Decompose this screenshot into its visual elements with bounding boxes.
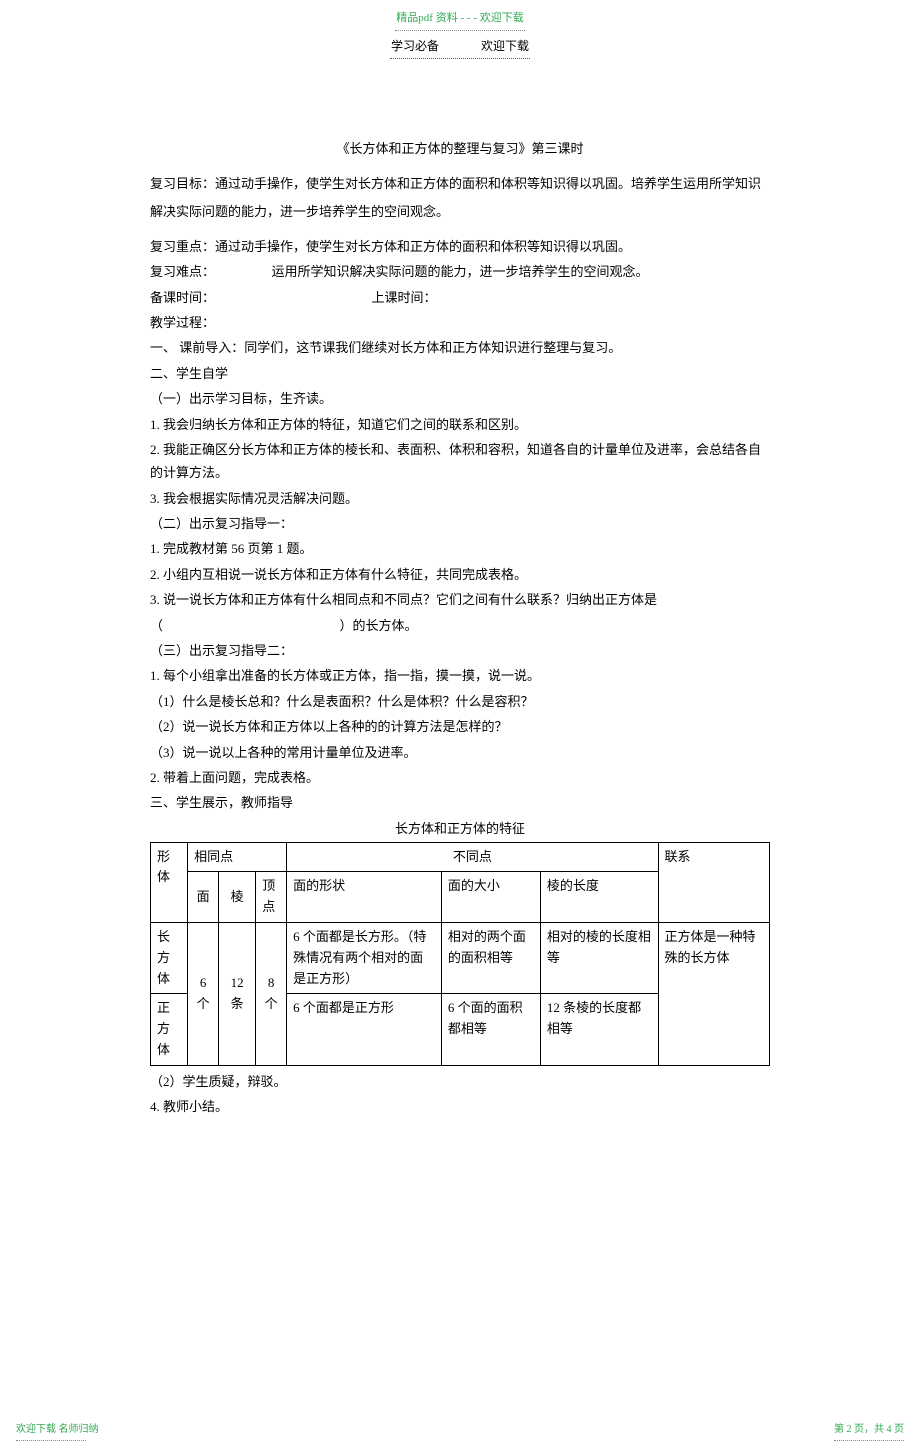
cell-cube-edge-len: 12 条棱的长度都相等 bbox=[540, 994, 658, 1065]
cell-link-text: 正方体是一种特殊的长方体 bbox=[658, 922, 769, 1065]
section-3: 三、学生展示，教师指导 bbox=[150, 791, 770, 814]
fill-close: ）的长方体。 bbox=[340, 618, 418, 633]
cell-cuboid-name: 长方体 bbox=[151, 922, 188, 993]
item-2b3-line1: 3. 说一说长方体和正方体有什么相同点和不同点？它们之间有什么联系？归纳出正方体… bbox=[150, 588, 770, 611]
item-2c1c: （3）说一说以上各种的常用计量单位及进率。 bbox=[150, 741, 770, 764]
cell-shared-edges: 12 条 bbox=[219, 922, 256, 1065]
post-table-2: 4. 教师小结。 bbox=[150, 1095, 770, 1118]
process-label: 教学过程： bbox=[150, 311, 770, 334]
item-2a3: 3. 我会根据实际情况灵活解决问题。 bbox=[150, 487, 770, 510]
cell-shared-vertices: 8 个 bbox=[256, 922, 287, 1065]
th-face: 面 bbox=[188, 872, 219, 923]
difficulty-label: 复习难点： bbox=[150, 264, 215, 279]
footer-right-dots bbox=[834, 1440, 904, 1441]
item-2a2: 2. 我能正确区分长方体和正方体的棱长和、表面积、体积和容积，知道各自的计量单位… bbox=[150, 438, 770, 485]
footer-right-text: 第 2 页，共 4 页 bbox=[834, 1422, 904, 1438]
section-2c: （三）出示复习指导二： bbox=[150, 639, 770, 662]
cell-cube-face-shape: 6 个面都是正方形 bbox=[287, 994, 442, 1065]
table-header-row-1: 形体 相同点 不同点 联系 bbox=[151, 842, 770, 872]
footer-right: 第 2 页，共 4 页 bbox=[834, 1422, 904, 1441]
section-2: 二、学生自学 bbox=[150, 362, 770, 385]
th-face-shape: 面的形状 bbox=[287, 872, 442, 923]
page-header: 学习必备 欢迎下载 bbox=[150, 37, 770, 56]
cell-cube-name: 正方体 bbox=[151, 994, 188, 1065]
item-2b3-line2: （ ）的长方体。 bbox=[150, 614, 770, 637]
section-2b: （二）出示复习指导一： bbox=[150, 512, 770, 535]
document-page: 精品pdf 资料 - - - 欢迎下载 学习必备 欢迎下载 《长方体和正方体的整… bbox=[0, 0, 920, 1151]
time-line: 备课时间： 上课时间： bbox=[150, 286, 770, 309]
th-diff: 不同点 bbox=[287, 842, 658, 872]
top-banner-underline bbox=[395, 30, 525, 31]
difficulty-body: 运用所学知识解决实际问题的能力，进一步培养学生的空间观念。 bbox=[272, 264, 649, 279]
prepare-time-label: 备课时间： bbox=[150, 290, 215, 305]
cell-cuboid-face-shape: 6 个面都是长方形。（特殊情况有两个相对的面是正方形） bbox=[287, 922, 442, 993]
feature-table-title: 长方体和正方体的特征 bbox=[150, 819, 770, 840]
item-2c2: 2. 带着上面问题，完成表格。 bbox=[150, 766, 770, 789]
th-link: 联系 bbox=[658, 842, 769, 922]
fill-open-paren: （ bbox=[150, 618, 163, 633]
review-difficulty: 复习难点： 运用所学知识解决实际问题的能力，进一步培养学生的空间观念。 bbox=[150, 260, 770, 283]
section-2a: （一）出示学习目标，生齐读。 bbox=[150, 387, 770, 410]
review-focus: 复习重点：通过动手操作，使学生对长方体和正方体的面积和体积等知识得以巩固。 bbox=[150, 235, 770, 258]
th-shape: 形体 bbox=[151, 842, 188, 922]
item-2c1: 1. 每个小组拿出准备的长方体或正方体，指一指，摸一摸，说一说。 bbox=[150, 664, 770, 687]
th-face-size: 面的大小 bbox=[441, 872, 540, 923]
cell-cuboid-face-size: 相对的两个面的面积相等 bbox=[441, 922, 540, 993]
item-2c1a: （1）什么是棱长总和？什么是表面积？什么是体积？什么是容积？ bbox=[150, 690, 770, 713]
header-left: 学习必备 bbox=[391, 39, 439, 53]
footer-left-text: 欢迎下载 名师归纳 bbox=[16, 1422, 99, 1438]
cell-shared-faces: 6 个 bbox=[188, 922, 219, 1065]
item-2b1: 1. 完成教材第 56 页第 1 题。 bbox=[150, 537, 770, 560]
item-2b2: 2. 小组内互相说一说长方体和正方体有什么特征，共同完成表格。 bbox=[150, 563, 770, 586]
th-same: 相同点 bbox=[188, 842, 287, 872]
footer-left-dots bbox=[16, 1440, 86, 1441]
review-goal: 复习目标：通过动手操作，使学生对长方体和正方体的面积和体积等知识得以巩固。培养学… bbox=[150, 170, 770, 227]
header-right: 欢迎下载 bbox=[481, 39, 529, 53]
item-2c1b: （2）说一说长方体和正方体以上各种的的计算方法是怎样的？ bbox=[150, 715, 770, 738]
document-title: 《长方体和正方体的整理与复习》第三课时 bbox=[150, 139, 770, 160]
th-edge: 棱 bbox=[219, 872, 256, 923]
post-table-1: （2）学生质疑，辩驳。 bbox=[150, 1070, 770, 1093]
table-row-cuboid: 长方体 6 个 12 条 8 个 6 个面都是长方形。（特殊情况有两个相对的面是… bbox=[151, 922, 770, 993]
th-edge-len: 棱的长度 bbox=[540, 872, 658, 923]
section-1: 一、 课前导入：同学们，这节课我们继续对长方体和正方体知识进行整理与复习。 bbox=[150, 336, 770, 359]
th-vertex: 顶点 bbox=[256, 872, 287, 923]
item-2a1: 1. 我会归纳长方体和正方体的特征，知道它们之间的联系和区别。 bbox=[150, 413, 770, 436]
top-banner-text: 精品pdf 资料 - - - 欢迎下载 bbox=[150, 10, 770, 28]
class-time-label: 上课时间： bbox=[372, 290, 437, 305]
header-underline bbox=[390, 58, 530, 59]
cell-cube-face-size: 6 个面的面积都相等 bbox=[441, 994, 540, 1065]
footer-left: 欢迎下载 名师归纳 bbox=[16, 1422, 99, 1441]
cell-cuboid-edge-len: 相对的棱的长度相等 bbox=[540, 922, 658, 993]
feature-table: 形体 相同点 不同点 联系 面 棱 顶点 面的形状 面的大小 棱的长度 长方体 … bbox=[150, 842, 770, 1066]
